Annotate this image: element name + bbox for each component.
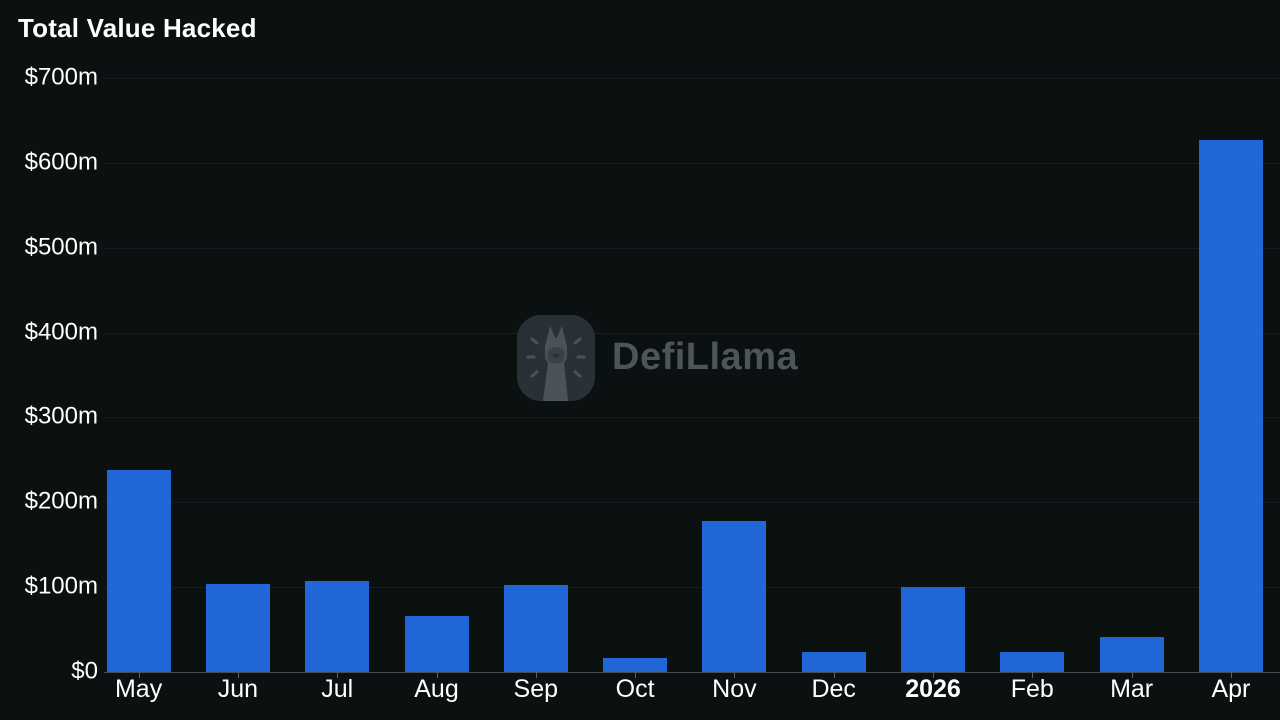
y-gridline [104, 417, 1280, 419]
x-axis-label: 2026 [905, 675, 961, 703]
x-axis-label: Nov [712, 675, 757, 703]
bar-aug[interactable] [404, 615, 469, 672]
x-axis-label: Aug [414, 675, 459, 703]
x-axis-label: Dec [811, 675, 856, 703]
defillama-wordmark: DefiLlama [612, 335, 799, 378]
y-axis-label: $0 [71, 657, 98, 685]
x-axis-tick [833, 672, 835, 678]
y-axis-label: $600m [24, 148, 98, 176]
x-axis-tick [337, 672, 339, 678]
x-axis-tick [1032, 672, 1034, 678]
x-axis-label: Apr [1211, 675, 1251, 703]
x-axis-tick [1131, 672, 1133, 678]
bar-oct[interactable] [603, 657, 668, 672]
y-gridline [104, 332, 1280, 334]
bar-apr[interactable] [1198, 139, 1263, 672]
bar-2026[interactable] [901, 587, 965, 672]
bar-mar[interactable] [1099, 637, 1164, 672]
y-axis-label: $100m [24, 572, 98, 600]
defillama-logo-icon [517, 315, 595, 401]
y-gridline [104, 502, 1280, 504]
bar-may[interactable] [106, 470, 171, 672]
x-axis-tick [535, 672, 537, 678]
y-gridline [104, 247, 1280, 249]
x-axis-tick [436, 672, 438, 678]
x-axis-tick [734, 672, 736, 678]
x-axis-label: May [114, 675, 163, 703]
x-axis-label: Mar [1110, 675, 1154, 703]
y-gridline [104, 78, 1280, 79]
bar-sep[interactable] [503, 584, 568, 672]
y-axis-label: $500m [24, 233, 98, 261]
bar-jun[interactable] [205, 583, 270, 672]
bar-nov[interactable] [702, 520, 767, 672]
x-axis-tick [1230, 672, 1232, 678]
x-axis-label: Jun [217, 675, 259, 703]
bar-feb[interactable] [1000, 651, 1065, 672]
x-axis-label: Oct [615, 675, 655, 703]
x-axis-tick [635, 672, 637, 678]
x-axis-tick [933, 672, 934, 678]
y-gridline [104, 162, 1280, 164]
y-axis-label: $400m [24, 318, 98, 346]
x-axis-label: Sep [513, 675, 559, 703]
bar-dec[interactable] [801, 652, 866, 672]
x-axis-tick [237, 672, 239, 678]
y-axis-label: $200m [24, 487, 98, 515]
x-axis-label: Feb [1010, 675, 1054, 703]
x-axis-label: Jul [321, 675, 354, 703]
x-axis-tick [138, 672, 140, 678]
bar-jul[interactable] [305, 581, 370, 672]
y-gridline [104, 587, 1280, 589]
defillama-watermark: DefiLlama [517, 313, 798, 401]
chart-title: Total Value Hacked [18, 13, 257, 43]
y-axis-label: $700m [24, 63, 98, 91]
y-axis-label: $300m [24, 402, 98, 430]
x-axis-line [104, 672, 1280, 673]
